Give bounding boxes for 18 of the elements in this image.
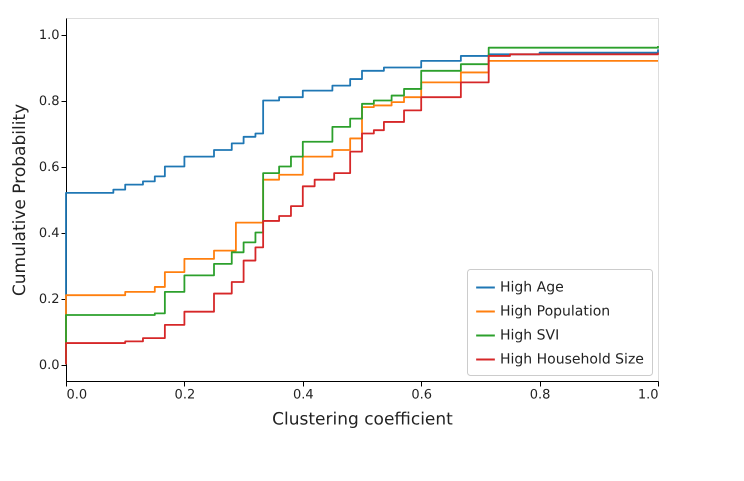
- x-tick-label: 0.4: [292, 388, 314, 402]
- x-tick-label: 0.0: [66, 388, 88, 402]
- y-tick-label: 0.2: [38, 292, 60, 307]
- x-axis-title: Clustering coefficient: [272, 410, 454, 430]
- y-tick-label: 0.8: [38, 94, 60, 109]
- legend-label: High SVI: [500, 328, 560, 344]
- x-tick-label: 0.6: [411, 388, 432, 402]
- legend-label: High Age: [500, 280, 564, 296]
- x-tick-label: 0.8: [530, 388, 550, 402]
- x-tick-label: 0.2: [174, 388, 196, 402]
- y-tick-label: 0.6: [38, 160, 60, 175]
- legend-label: High Household Size: [500, 352, 644, 368]
- y-axis-title: Cumulative Probability: [10, 104, 30, 296]
- legend-label: High Population: [500, 304, 610, 320]
- y-tick-label: 0.4: [38, 226, 60, 241]
- x-tick-label: 1.0: [638, 388, 658, 402]
- y-tick-label: 1.0: [38, 28, 60, 43]
- y-tick-label: 0.0: [38, 358, 60, 373]
